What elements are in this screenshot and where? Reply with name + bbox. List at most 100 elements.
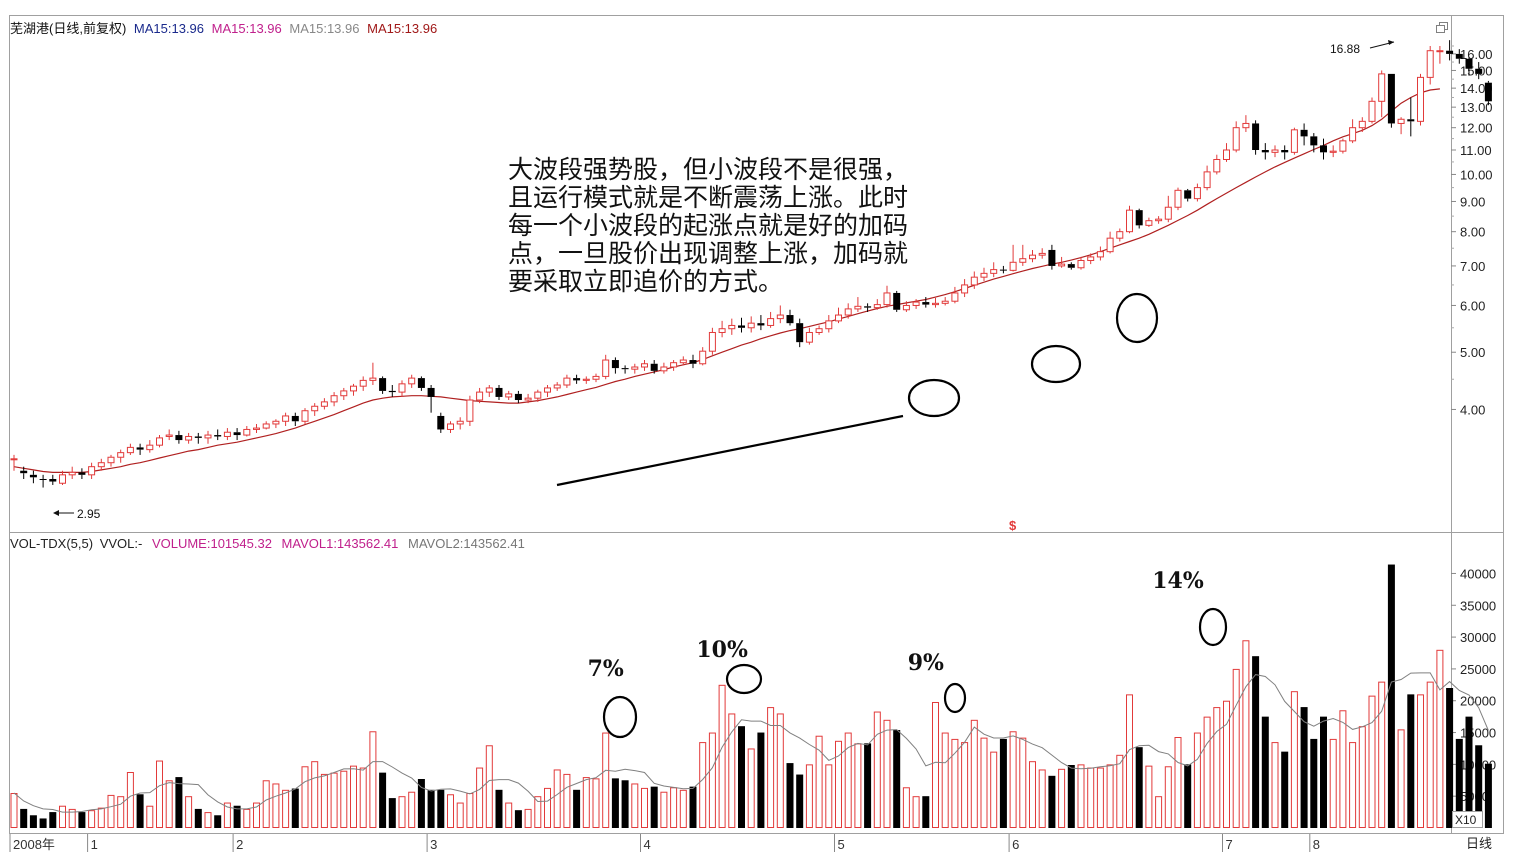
volume-bar [49,812,57,828]
candle-body [631,366,639,370]
volume-bar [29,815,37,828]
time-tick-label: 2 [236,837,243,852]
candle [233,428,241,441]
candle [1426,46,1434,85]
period-label[interactable]: 日线 [1466,836,1492,851]
candle-body [1174,189,1182,208]
volume-bar [1038,769,1046,828]
volume-header: VOL-TDX(5,5) VVOL:- VOLUME:101545.32 MAV… [10,536,525,551]
candle [165,429,173,441]
candle [1029,249,1036,263]
candle [854,297,862,312]
candle-body [165,434,173,437]
mavol2-value: MAVOL2:143562.41 [408,536,525,551]
volume-bar [1096,767,1104,829]
volume-value: VOLUME:101545.32 [151,536,272,551]
volume-bar [253,802,260,829]
candle [747,316,755,333]
volume-bar [835,740,842,828]
candle [408,374,416,388]
price-circles [907,292,1159,418]
candle-body [1300,129,1308,137]
maximize-icon[interactable] [1436,22,1448,33]
candle [611,357,619,374]
volume-bar [398,796,406,829]
candle [194,432,202,444]
volume-bar [214,815,222,828]
candle [1048,244,1056,270]
candle [253,423,260,433]
candle [961,279,969,298]
candle-body [1203,171,1211,189]
candle [1358,117,1366,132]
candle-body [970,276,978,286]
candle [514,390,522,404]
candle [505,390,513,401]
vol-unit-box [1452,811,1483,828]
candle [272,419,280,429]
price-tick-label: 13.00 [1460,100,1493,115]
candle [1242,115,1250,132]
candle-body [1455,53,1463,59]
candle [1155,216,1163,224]
candle [107,454,115,467]
candle-body [670,362,678,368]
candle [1232,121,1240,153]
candle [369,362,377,386]
candle-body [961,284,969,294]
candle [466,395,474,427]
volume-bar [699,742,707,828]
price-tick-label: 10.00 [1460,167,1493,182]
candle [999,265,1007,274]
candle [20,466,28,479]
volume-bar [621,780,629,828]
candle [97,458,105,471]
candle-body [1349,127,1357,142]
candle-body [233,432,241,436]
candle [602,354,610,380]
candle [1329,145,1337,158]
candle-body [825,320,833,330]
candle [1087,253,1095,265]
ma-value-3: MA15:13.96 [289,21,360,36]
candle [427,385,435,413]
volume-bar [1475,745,1483,828]
volume-bar [126,772,134,828]
volume-bar [650,786,658,828]
candle [699,347,707,366]
candle-body [1038,252,1046,256]
volume-bar [1349,742,1357,828]
volume-bar [301,766,309,828]
volume-bar [1310,738,1318,828]
candle [1368,97,1376,124]
candle [1465,57,1473,76]
candle-body [223,431,231,437]
price-tick-label: 14.00 [1460,81,1493,96]
candle-body [650,363,658,371]
candle-body [573,378,581,381]
candle [340,387,348,401]
candle-body [1193,187,1201,200]
candle-body [534,391,542,399]
candle-body [1290,129,1298,153]
candle [359,376,367,391]
candle-body [1329,150,1337,153]
candle-body [301,410,309,422]
candle-body [835,314,842,322]
candle-body [922,302,930,305]
volume-bar [1378,681,1386,828]
volume-bar [776,713,784,828]
candle [1290,127,1298,155]
candle [156,435,163,448]
candle [88,462,96,479]
volume-bar [1446,688,1454,828]
volume-bar [1155,796,1163,829]
time-tick-label: 2008年 [13,837,55,852]
candle [932,297,939,308]
candle-body [185,435,193,441]
volume-bar [563,773,571,829]
volume-bar [379,772,387,828]
candle [805,327,813,345]
candle [1096,246,1104,261]
